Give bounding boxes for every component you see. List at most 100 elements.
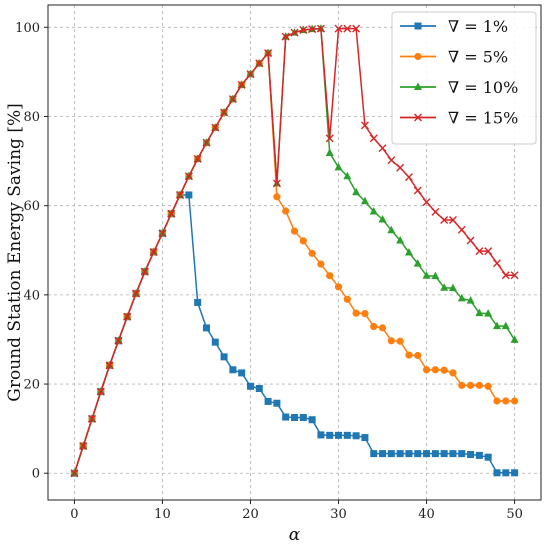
data-point <box>184 172 193 181</box>
series-layer <box>70 24 519 478</box>
data-point <box>466 381 475 389</box>
data-point <box>317 431 325 439</box>
data-point <box>492 321 501 330</box>
data-point <box>440 215 449 224</box>
data-point <box>140 267 149 276</box>
data-point <box>220 353 228 361</box>
data-point <box>325 148 334 157</box>
data-point <box>370 450 378 458</box>
data-point <box>229 366 237 374</box>
data-point <box>360 196 369 205</box>
data-point <box>501 321 510 330</box>
data-point <box>413 259 422 267</box>
data-point <box>484 382 492 390</box>
legend-label: ∇ = 1% <box>448 17 508 36</box>
data-point <box>211 123 220 132</box>
data-point <box>404 173 413 182</box>
data-point <box>493 469 501 477</box>
data-point <box>220 108 229 117</box>
ticks: 0 10 20 30 40 50 0 20 40 60 80 100 <box>15 21 523 522</box>
data-point <box>387 156 396 165</box>
legend-item: ∇ = 5% <box>400 48 508 67</box>
data-point <box>308 416 316 424</box>
data-point <box>282 207 290 215</box>
data-point <box>414 351 422 360</box>
data-point <box>360 121 369 130</box>
legend-marker <box>414 82 422 90</box>
data-point <box>466 236 475 245</box>
data-point <box>325 134 334 143</box>
data-point <box>440 366 448 374</box>
x-tick-label: 30 <box>330 507 347 522</box>
data-point <box>510 397 519 405</box>
y-tick-label: 40 <box>23 288 40 303</box>
data-point <box>211 338 219 346</box>
legend-item: ∇ = 10% <box>400 78 518 97</box>
y-tick-label: 20 <box>23 378 40 393</box>
data-point <box>194 298 202 306</box>
data-point <box>379 450 387 458</box>
data-point <box>326 272 334 280</box>
legend-marker <box>414 52 422 61</box>
data-point <box>343 171 352 180</box>
data-point <box>299 25 308 34</box>
data-point <box>493 397 501 405</box>
data-point <box>281 32 290 41</box>
data-point <box>484 247 493 256</box>
data-point <box>449 450 457 458</box>
data-point <box>378 144 387 153</box>
data-point <box>334 162 343 171</box>
data-point <box>202 324 210 332</box>
data-point <box>105 361 114 370</box>
data-point <box>457 293 466 302</box>
data-point <box>335 431 343 439</box>
data-point <box>475 308 484 317</box>
data-point <box>334 24 343 33</box>
data-point <box>272 179 281 188</box>
series-x <box>70 24 519 478</box>
data-point <box>264 397 272 405</box>
data-point <box>502 397 510 405</box>
data-point <box>352 432 360 440</box>
data-point <box>387 225 396 234</box>
data-point <box>414 450 422 458</box>
data-point <box>501 271 510 280</box>
data-point <box>423 450 431 458</box>
data-point <box>343 431 351 439</box>
data-point <box>387 337 395 345</box>
data-point <box>193 154 202 163</box>
data-point <box>237 80 246 89</box>
x-axis-label: α <box>289 525 301 545</box>
data-point <box>484 309 493 317</box>
data-point <box>316 24 325 33</box>
legend-marker <box>414 22 422 30</box>
data-point <box>96 387 105 396</box>
data-point <box>343 295 351 303</box>
data-point <box>132 289 141 298</box>
data-point <box>158 229 167 238</box>
data-point <box>387 450 395 458</box>
data-point <box>466 296 475 304</box>
data-point <box>510 271 519 280</box>
data-point <box>467 451 475 459</box>
data-point <box>79 442 88 451</box>
data-point <box>449 369 457 377</box>
data-point <box>264 49 273 58</box>
x-tick-label: 40 <box>418 507 435 522</box>
data-point <box>70 469 79 478</box>
legend-marker <box>414 113 422 122</box>
data-point <box>326 431 334 439</box>
legend-box <box>391 11 537 145</box>
data-point <box>88 414 97 423</box>
data-point <box>405 450 413 458</box>
y-tick-label: 80 <box>23 110 40 125</box>
data-point <box>475 451 483 459</box>
data-point <box>299 237 307 245</box>
data-point <box>317 260 325 268</box>
data-point <box>396 337 404 345</box>
data-point <box>431 450 439 458</box>
data-point <box>475 247 484 256</box>
data-point <box>396 163 405 172</box>
data-point <box>352 24 361 33</box>
